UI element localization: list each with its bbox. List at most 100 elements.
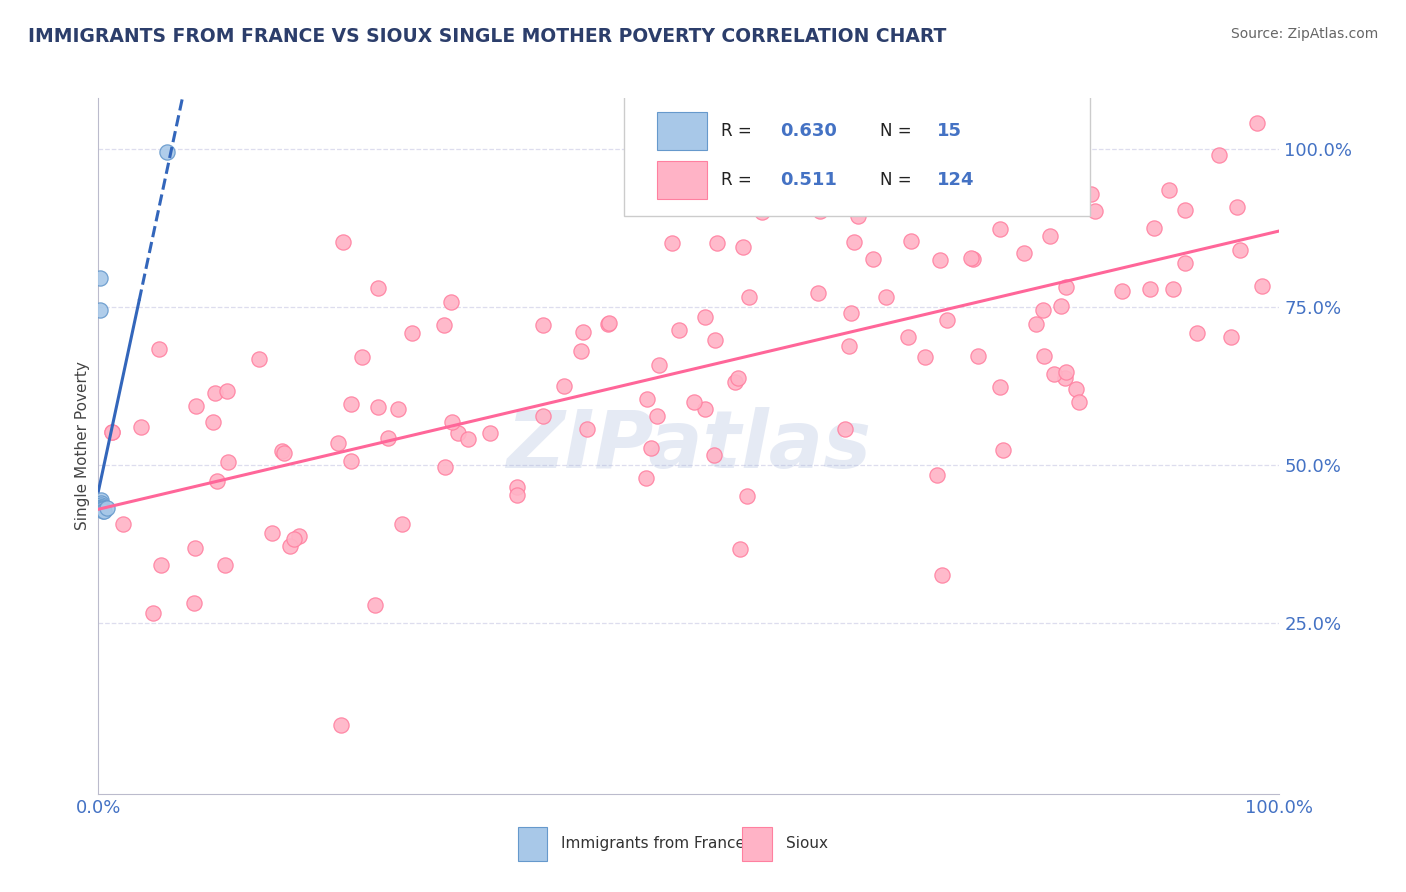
Point	[1174, 256, 1197, 270]
Point	[214, 558, 236, 572]
Text: R =: R =	[721, 171, 756, 189]
Point	[352, 350, 374, 364]
Point	[90, 499, 112, 513]
Point	[367, 400, 389, 414]
Text: N =: N =	[880, 171, 917, 189]
Text: 0.630: 0.630	[780, 122, 837, 140]
Point	[1084, 204, 1107, 219]
Point	[988, 222, 1011, 236]
Point	[553, 378, 575, 392]
Point	[807, 285, 830, 300]
Point	[914, 351, 936, 365]
Point	[183, 541, 205, 555]
Text: 15: 15	[936, 122, 962, 140]
Point	[1111, 284, 1133, 298]
FancyBboxPatch shape	[657, 112, 707, 150]
Point	[186, 399, 208, 413]
Text: 0.511: 0.511	[780, 171, 837, 189]
Point	[728, 542, 751, 557]
Point	[1012, 245, 1035, 260]
Point	[457, 432, 479, 446]
Point	[875, 290, 897, 304]
Point	[727, 371, 749, 385]
Point	[142, 606, 165, 620]
Text: N =: N =	[880, 122, 917, 140]
Point	[129, 419, 152, 434]
Text: 124: 124	[936, 171, 974, 189]
Point	[531, 409, 554, 423]
Point	[751, 204, 773, 219]
Point	[434, 459, 457, 474]
Point	[967, 349, 990, 363]
Point	[330, 717, 353, 731]
Point	[387, 401, 409, 416]
Point	[661, 235, 683, 250]
Point	[401, 326, 423, 340]
Point	[1042, 367, 1064, 381]
Point	[929, 252, 952, 267]
Point	[1025, 317, 1047, 331]
Point	[91, 500, 114, 515]
Point	[440, 415, 463, 429]
Point	[96, 500, 118, 515]
Point	[1246, 116, 1268, 130]
Point	[202, 415, 225, 429]
FancyBboxPatch shape	[517, 827, 547, 861]
Point	[569, 343, 592, 358]
Point	[838, 339, 860, 353]
Point	[340, 397, 363, 411]
Point	[247, 351, 270, 366]
Point	[1229, 243, 1251, 257]
Point	[703, 334, 725, 348]
Point	[931, 568, 953, 582]
Point	[1251, 279, 1274, 293]
Point	[668, 323, 690, 337]
Point	[101, 425, 124, 439]
Point	[204, 386, 226, 401]
Point	[283, 532, 305, 546]
FancyBboxPatch shape	[657, 161, 707, 199]
FancyBboxPatch shape	[742, 827, 772, 861]
Point	[598, 316, 620, 330]
Point	[1174, 202, 1197, 217]
Point	[217, 455, 239, 469]
Point	[89, 499, 111, 513]
Point	[479, 426, 502, 441]
Point	[1033, 349, 1056, 363]
Text: R =: R =	[721, 122, 756, 140]
Point	[217, 384, 239, 399]
Point	[506, 488, 529, 502]
Point	[91, 500, 114, 515]
Point	[1056, 144, 1078, 158]
Point	[288, 529, 311, 543]
Point	[1064, 382, 1087, 396]
Point	[703, 448, 725, 462]
Point	[364, 598, 387, 612]
Point	[91, 503, 114, 517]
Point	[1139, 282, 1161, 296]
Point	[148, 343, 170, 357]
Point	[897, 330, 920, 344]
Point	[844, 235, 866, 249]
Point	[962, 252, 984, 267]
Point	[273, 445, 295, 459]
Point	[733, 240, 755, 254]
Point	[988, 380, 1011, 394]
Point	[367, 280, 389, 294]
Point	[1226, 200, 1249, 214]
Point	[683, 395, 706, 409]
Y-axis label: Single Mother Poverty: Single Mother Poverty	[75, 361, 90, 531]
Point	[339, 454, 361, 468]
Point	[531, 318, 554, 332]
Point	[648, 359, 671, 373]
Text: Sioux: Sioux	[786, 837, 828, 852]
Point	[645, 409, 668, 423]
Point	[1067, 394, 1090, 409]
Point	[724, 375, 747, 389]
Point	[738, 290, 761, 304]
Point	[735, 489, 758, 503]
Point	[332, 235, 354, 249]
Point	[640, 441, 662, 455]
Point	[91, 502, 114, 516]
Point	[693, 402, 716, 417]
